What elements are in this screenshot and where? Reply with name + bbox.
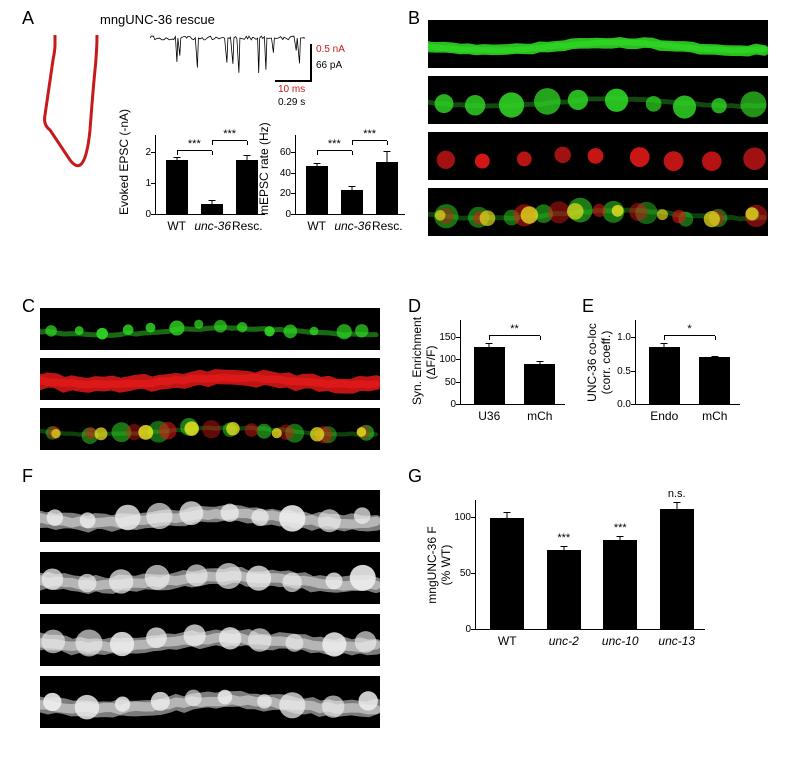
- panel-label-a: A: [22, 8, 34, 29]
- ylabel: UNC-36 co-loc(corr. coeff.): [585, 320, 613, 405]
- panel-label-c: C: [22, 296, 35, 317]
- image-strip: [40, 676, 380, 728]
- bar: [474, 347, 505, 406]
- bar: [603, 540, 637, 630]
- scale-v-red: [310, 44, 312, 80]
- syn-enrichment-chart: 050100150Syn. Enrichment(ΔF/F)U36mCh**: [460, 320, 565, 435]
- bar: [699, 357, 730, 405]
- image-strip: [428, 188, 768, 236]
- xcat: unc-36: [334, 219, 369, 233]
- image-strip: [40, 614, 380, 666]
- mepsc-trace: [150, 30, 305, 80]
- image-strip: [40, 552, 380, 604]
- bar: [524, 364, 555, 405]
- bar: [341, 190, 363, 215]
- xcat: U36: [464, 409, 515, 423]
- xcat: unc-13: [649, 634, 706, 648]
- bar: [547, 550, 581, 630]
- ylabel: mngUNC-36 F(% WT): [425, 500, 453, 630]
- panel-label-d: D: [408, 296, 421, 317]
- panel-a-title: mngUNC-36 rescue: [100, 12, 215, 27]
- panel-label-f: F: [22, 466, 33, 487]
- image-strip: [428, 76, 768, 124]
- sig-label: ***: [223, 128, 236, 140]
- bar: [236, 160, 258, 215]
- ylabel: Evoked EPSC (-nA): [117, 135, 131, 215]
- evoked-trace: [35, 30, 125, 180]
- scale-y-black: 66 pA: [316, 60, 342, 71]
- xcat: unc-2: [536, 634, 593, 648]
- xcat: unc-10: [592, 634, 649, 648]
- bar: [201, 204, 223, 215]
- scale-x-black: 0.29 s: [278, 97, 305, 108]
- image-strip: [40, 358, 380, 400]
- xcat: Resc.: [230, 219, 265, 233]
- scale-x-red: 10 ms: [278, 84, 305, 95]
- xcat: WT: [159, 219, 194, 233]
- xcat: unc-36: [194, 219, 229, 233]
- image-strip: [40, 408, 380, 450]
- scale-h-black: [275, 80, 312, 82]
- ylabel: mEPSC rate (Hz): [257, 135, 271, 215]
- fluorescence-chart: 050100mngUNC-36 F(% WT)WT***unc-2***unc-…: [475, 500, 705, 660]
- xcat: WT: [299, 219, 334, 233]
- xcat: mCh: [515, 409, 566, 423]
- scale-y-red: 0.5 nA: [316, 44, 345, 55]
- coloc-chart: 0.00.51.0UNC-36 co-loc(corr. coeff.)Endo…: [635, 320, 740, 435]
- sig-label: ***: [188, 138, 201, 150]
- image-strip: [40, 308, 380, 350]
- bar: [166, 160, 188, 215]
- sig-label: n.s.: [668, 488, 686, 500]
- bar: [490, 518, 524, 630]
- mepsc-rate-chart: 0204060mEPSC rate (Hz)WTunc-36Resc.*****…: [295, 135, 405, 245]
- bar: [660, 509, 694, 630]
- ylabel: Syn. Enrichment(ΔF/F): [410, 320, 438, 405]
- panel-label-g: G: [408, 466, 422, 487]
- sig-label: ***: [557, 532, 570, 544]
- sig-label: ***: [614, 522, 627, 534]
- image-strip: [40, 490, 380, 542]
- bar: [376, 162, 398, 215]
- image-strip: [428, 20, 768, 68]
- xcat: WT: [479, 634, 536, 648]
- bar: [306, 166, 328, 215]
- image-strip: [428, 132, 768, 180]
- xcat: Endo: [639, 409, 690, 423]
- panel-label-e: E: [582, 296, 594, 317]
- evoked-epsc-chart: 012Evoked EPSC (-nA)WTunc-36Resc.******: [155, 135, 265, 245]
- sig-label: ***: [363, 128, 376, 140]
- sig-label: *: [687, 323, 691, 335]
- sig-label: ***: [328, 138, 341, 150]
- panel-label-b: B: [408, 8, 420, 29]
- xcat: Resc.: [370, 219, 405, 233]
- sig-label: **: [510, 323, 519, 335]
- bar: [649, 347, 680, 405]
- xcat: mCh: [690, 409, 741, 423]
